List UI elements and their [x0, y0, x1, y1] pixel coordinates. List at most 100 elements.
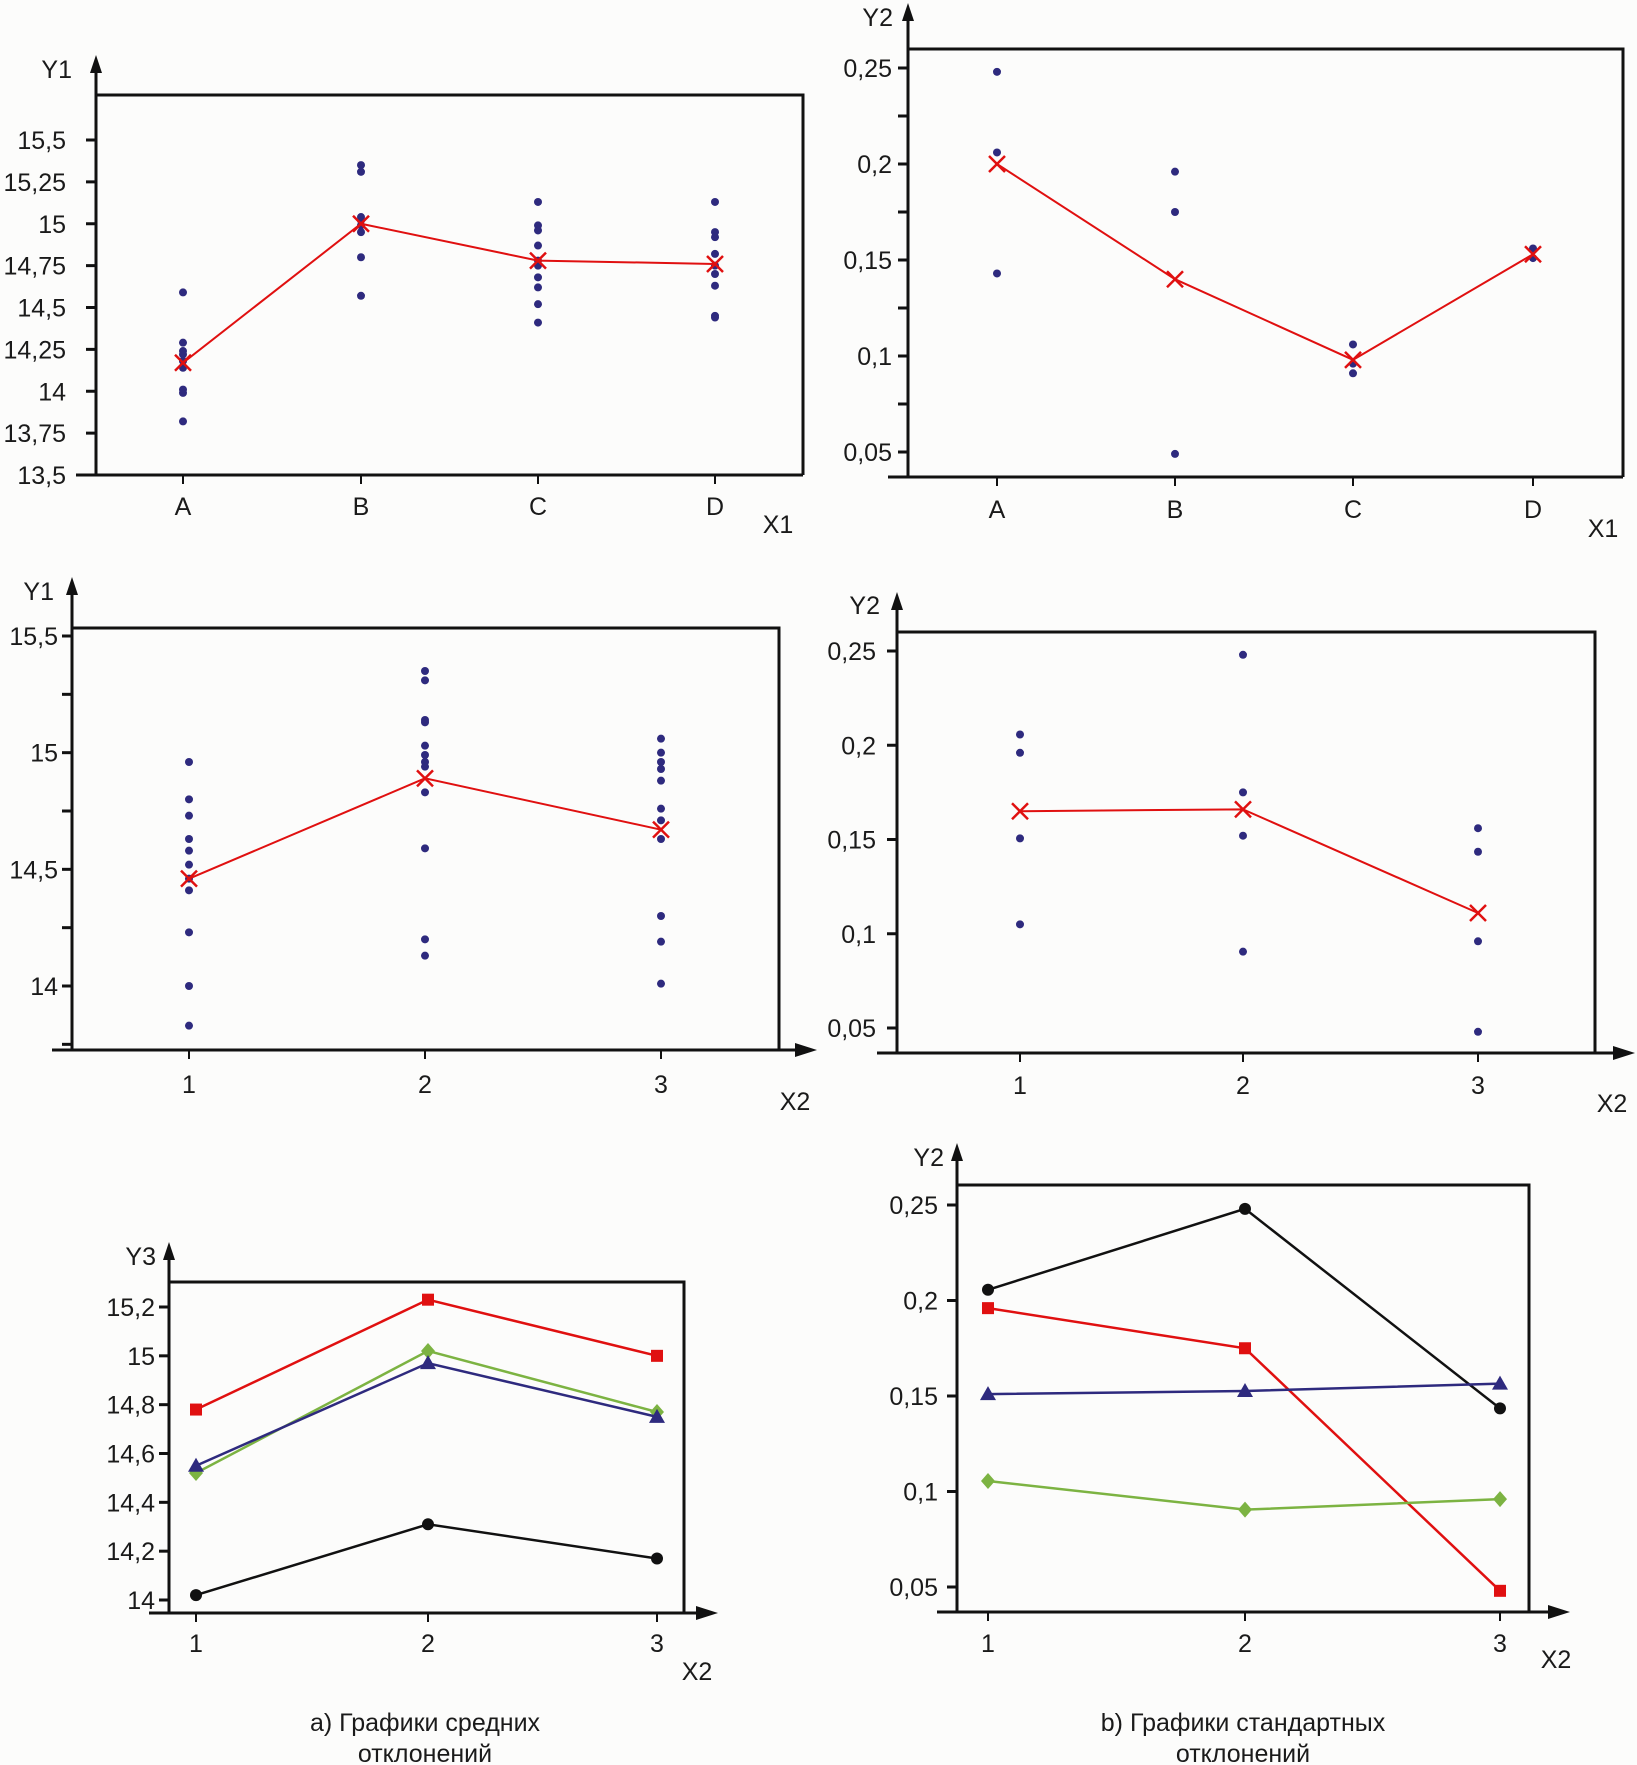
data-point [421, 741, 429, 750]
x-tick-label: D [1524, 496, 1542, 524]
x-tick-label: 1 [981, 1630, 995, 1658]
series-red-square [190, 1293, 663, 1416]
y-tick-label: 14,6 [106, 1441, 155, 1469]
y-tick-label: 0,1 [857, 343, 892, 371]
mean-marker-stroke [1469, 904, 1487, 922]
mean-marker-stroke [1524, 245, 1542, 264]
mean-marker-x-icon [352, 214, 370, 233]
data-point [1171, 208, 1179, 216]
data-point [1474, 847, 1482, 856]
x-axis-label: X1 [1588, 515, 1619, 543]
mean-marker-stroke [416, 769, 434, 788]
data-point [185, 758, 193, 766]
y-tick-label: 15 [30, 740, 58, 768]
plot-frame [72, 626, 781, 1050]
mean-marker-stroke [529, 251, 547, 270]
data-point [421, 718, 429, 727]
y-axis-label: Y3 [125, 1243, 156, 1271]
mean-marker-stroke [1011, 802, 1029, 821]
square-marker [422, 1293, 434, 1306]
x-tick-label: 2 [1236, 1072, 1250, 1100]
data-point [1474, 824, 1482, 833]
x-tick-label: 1 [182, 1071, 196, 1099]
data-point [657, 758, 665, 766]
mean-marker-stroke [174, 353, 192, 372]
data-point [185, 811, 193, 820]
x-tick-label: D [706, 493, 724, 521]
data-point [1239, 831, 1247, 840]
y-tick-label: 14,8 [106, 1392, 155, 1420]
data-point [711, 249, 719, 258]
circle-marker [422, 1518, 434, 1531]
data-point [421, 951, 429, 960]
circle-marker [982, 1283, 994, 1296]
diamond-marker [981, 1472, 995, 1489]
y-tick-label: 0,25 [843, 55, 892, 83]
y-tick-label: 0,1 [903, 1479, 938, 1507]
mean-line [996, 163, 1534, 361]
data-point [1016, 920, 1024, 929]
mean-marker-x-icon [988, 155, 1006, 173]
series-black-circle [982, 1202, 1506, 1415]
data-point [357, 291, 365, 300]
data-point [179, 288, 187, 297]
y-tick-label: 15,5 [17, 127, 66, 155]
data-point [185, 860, 193, 869]
chart-bottom-left: 14 14,2 14,4 14,6 14,8 15 15,2 1 2 3 Y3 X2 [106, 1242, 718, 1686]
data-point [657, 835, 665, 843]
data-point [534, 300, 542, 309]
x-axis-arrow-icon [1613, 1046, 1635, 1060]
plot-frame [908, 47, 1625, 477]
y-tick-label: 0,15 [827, 827, 876, 855]
data-point [1349, 369, 1357, 378]
x-axis-arrow-icon [795, 1043, 817, 1057]
y-tick-label: 15,2 [106, 1294, 155, 1322]
data-point [534, 197, 542, 206]
chart-top-right: 0,05 0,1 0,15 0,2 0,25 A B C D Y2 X1 [843, 3, 1625, 543]
data-point [711, 313, 719, 322]
data-point [421, 751, 429, 759]
y-axis-arrow-icon [951, 1143, 963, 1161]
caption-b-line2: отклонений [1176, 1740, 1310, 1765]
data-point [1171, 167, 1179, 176]
circle-marker [651, 1552, 663, 1565]
y-tick-label: 14,5 [17, 295, 66, 323]
y-tick-label: 15 [127, 1343, 155, 1371]
data-point [1171, 449, 1179, 458]
data-point [534, 283, 542, 292]
data-point [185, 846, 193, 855]
data-point [534, 226, 542, 235]
caption-a-line1: a) Графики средних [310, 1709, 541, 1737]
x-axis-label: X2 [1541, 1646, 1572, 1674]
data-point [185, 835, 193, 843]
data-point [657, 734, 665, 743]
mean-marker-stroke [988, 155, 1006, 173]
x-tick-label: 1 [1013, 1072, 1027, 1100]
x-tick-label: 3 [1493, 1630, 1507, 1658]
x-tick-label: B [353, 493, 370, 521]
x-tick-label: A [989, 496, 1006, 524]
x-tick-label: C [529, 493, 547, 521]
series-line [987, 1207, 1501, 1410]
y-tick-label: 14,2 [106, 1538, 155, 1566]
series-line [195, 1349, 658, 1475]
y-axis-arrow-icon [66, 577, 78, 595]
data-point [357, 228, 365, 237]
mean-marker-x-icon [1524, 245, 1542, 264]
circle-marker [190, 1589, 202, 1602]
y-axis-label: Y1 [41, 56, 72, 84]
mean-marker-x-icon [1011, 802, 1029, 821]
series-green-diamond [981, 1472, 1507, 1518]
triangle-marker [649, 1408, 665, 1423]
data-point [1016, 834, 1024, 843]
y-tick-label: 14 [30, 973, 58, 1001]
x-tick-label: C [1344, 496, 1362, 524]
triangle-marker [1237, 1383, 1253, 1398]
data-point [185, 795, 193, 804]
y-tick-label: 15,5 [9, 623, 58, 651]
x-tick-label: 3 [1471, 1072, 1485, 1100]
y-tick-label: 0,25 [889, 1192, 938, 1220]
data-point [1239, 947, 1247, 956]
data-point [179, 417, 187, 426]
series-red-square [982, 1302, 1506, 1597]
